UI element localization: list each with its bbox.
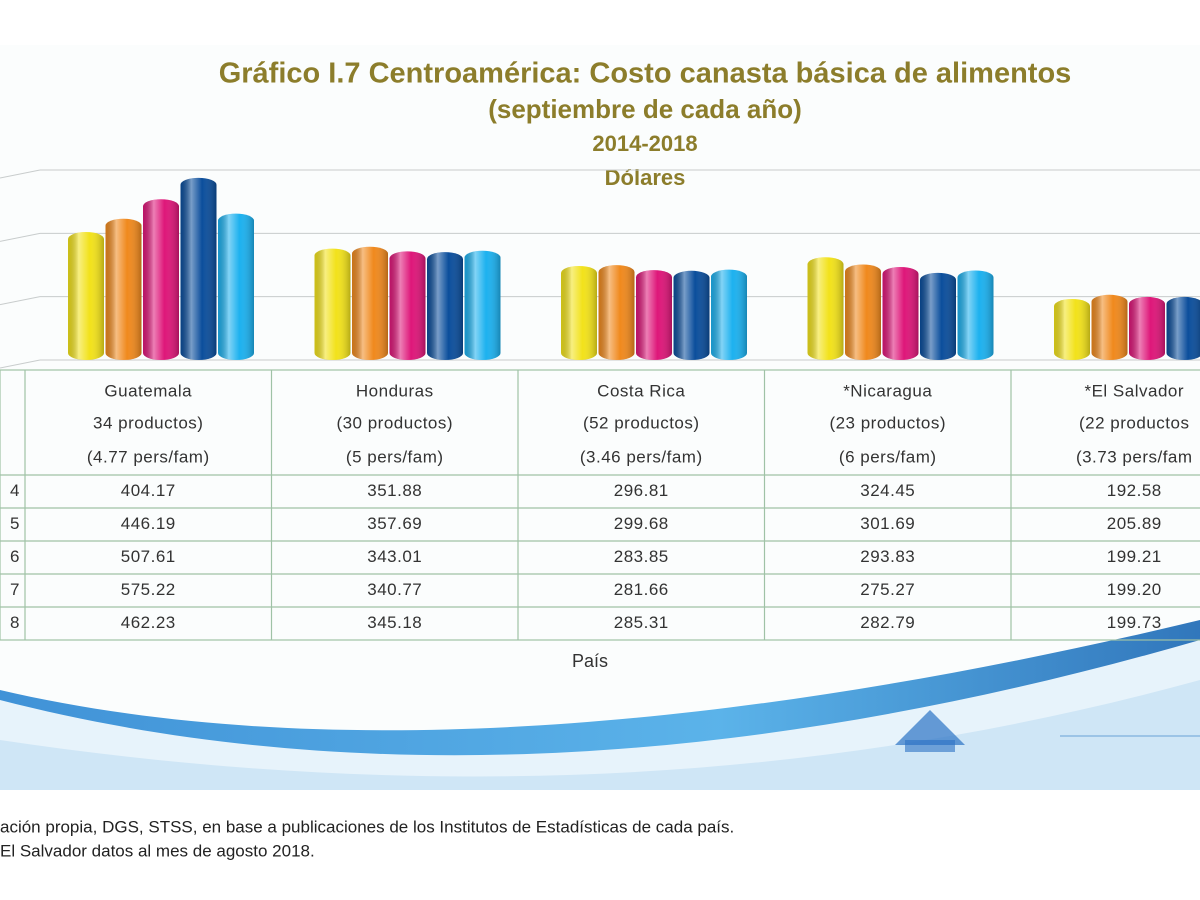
value-cell: 357.69: [367, 514, 422, 533]
value-cell: 282.79: [860, 613, 915, 632]
row-label: 5: [10, 514, 20, 533]
value-cell: 281.66: [614, 580, 669, 599]
bar-shine: [957, 270, 994, 360]
column-detail: (52 productos): [583, 413, 700, 432]
note: El Salvador datos al mes de agosto 2018.: [0, 841, 315, 860]
wave: [0, 680, 1200, 790]
value-cell: 199.73: [1107, 613, 1162, 632]
source-note: ación propia, DGS, STSS, en base a publi…: [0, 817, 734, 836]
chart-subtitle: (septiembre de cada año): [488, 94, 802, 124]
column-detail: (4.77 pers/fam): [87, 447, 210, 466]
bar-shine: [1166, 296, 1200, 360]
row-label: 4: [10, 481, 20, 500]
column-header: *Nicaragua: [843, 381, 932, 400]
bar-shine: [598, 265, 635, 360]
row-label: 7: [10, 580, 20, 599]
value-cell: 192.58: [1107, 481, 1162, 500]
bar-shine: [427, 252, 463, 360]
value-cell: 351.88: [367, 481, 422, 500]
bar-shine: [673, 270, 710, 360]
chart-subtitle: Dólares: [605, 165, 686, 190]
column-detail: (3.46 pers/fam): [580, 447, 703, 466]
bar-shine: [920, 272, 956, 360]
value-cell: 462.23: [121, 613, 176, 632]
bar-shine: [807, 257, 844, 360]
column-header: Honduras: [356, 381, 434, 400]
value-cell: 285.31: [614, 613, 669, 632]
logo: [895, 710, 1200, 752]
bar-shine: [1054, 299, 1090, 360]
column-detail: (6 pers/fam): [839, 447, 937, 466]
bar-shine: [389, 251, 426, 360]
bar-shine: [882, 266, 919, 360]
value-cell: 199.20: [1107, 580, 1162, 599]
grid-line: [0, 232, 41, 242]
bar-shine: [180, 177, 217, 360]
bar-shine: [143, 199, 179, 360]
bar-shine: [464, 250, 501, 360]
value-cell: 293.83: [860, 547, 915, 566]
value-cell: 343.01: [367, 547, 422, 566]
chart-subtitle: 2014-2018: [592, 131, 697, 156]
value-cell: 446.19: [121, 514, 176, 533]
value-cell: 275.27: [860, 580, 915, 599]
bar-shine: [845, 264, 881, 360]
column-detail: (22 productos: [1079, 413, 1189, 432]
value-cell: 199.21: [1107, 547, 1162, 566]
column-detail: (30 productos): [336, 413, 453, 432]
value-cell: 299.68: [614, 514, 669, 533]
value-cell: 296.81: [614, 481, 669, 500]
grid-line: [0, 169, 41, 179]
value-cell: 575.22: [121, 580, 176, 599]
bar-shine: [68, 232, 104, 360]
value-cell: 283.85: [614, 547, 669, 566]
value-cell: 205.89: [1107, 514, 1162, 533]
column-header: Costa Rica: [597, 381, 685, 400]
x-axis-label: País: [572, 651, 608, 671]
value-cell: 404.17: [121, 481, 176, 500]
bar-shine: [352, 246, 388, 360]
column-header: *El Salvador: [1084, 381, 1184, 400]
bar-shine: [561, 266, 597, 360]
bar-shine: [711, 269, 747, 360]
table-frame: [0, 369, 1200, 641]
grid-line: [0, 296, 41, 306]
bar-shine: [218, 213, 254, 360]
value-cell: 340.77: [367, 580, 422, 599]
column-detail: (5 pers/fam): [346, 447, 444, 466]
value-cell: 345.18: [367, 613, 422, 632]
row-label: 8: [10, 613, 20, 632]
bar-shine: [1129, 296, 1165, 360]
bar-shine: [636, 270, 672, 360]
chart-title: Gráfico I.7 Centroamérica: Costo canasta…: [219, 58, 1072, 90]
bar-shine: [1091, 294, 1128, 360]
bar-shine: [314, 248, 351, 360]
value-cell: 301.69: [860, 514, 915, 533]
column-header: Guatemala: [104, 381, 192, 400]
value-cell: 507.61: [121, 547, 176, 566]
column-detail: 34 productos): [93, 413, 203, 432]
column-detail: (3.73 pers/fam: [1076, 447, 1193, 466]
bar-shine: [105, 218, 142, 360]
grid-line: [0, 359, 41, 369]
column-detail: (23 productos): [829, 413, 946, 432]
value-cell: 324.45: [860, 481, 915, 500]
row-label: 6: [10, 547, 20, 566]
